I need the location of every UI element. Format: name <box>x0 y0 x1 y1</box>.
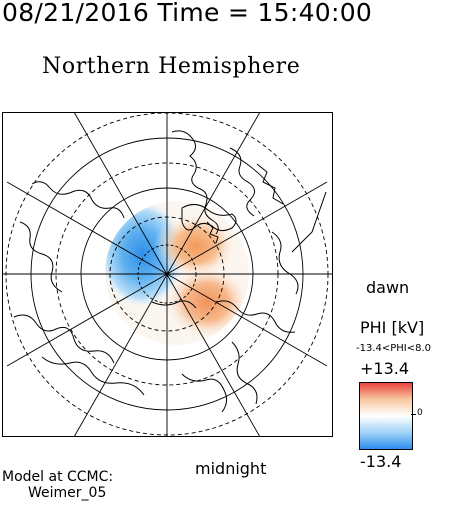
colorbar-zero-label: 0 <box>417 408 423 418</box>
colorbar-svg <box>359 382 413 450</box>
coastlines <box>13 130 327 413</box>
polar-map-svg <box>2 112 333 437</box>
model-name-label: Weimer_05 <box>28 485 107 501</box>
colorbar <box>359 382 413 450</box>
model-source-label: Model at CCMC: <box>2 469 114 485</box>
colorbar-zero-tick <box>411 414 416 415</box>
hemisphere-title: Northern Hemisphere <box>42 54 301 79</box>
polar-map <box>2 112 333 437</box>
colorbar-max-label: +13.4 <box>360 359 410 378</box>
timestamp-header: 08/21/2016 Time = 15:40:00 <box>2 0 373 27</box>
dawn-label: dawn <box>366 278 410 297</box>
colorbar-min-label: -13.4 <box>360 452 402 471</box>
positive-potential-cell-lower <box>163 264 249 340</box>
colorbar-range-text: -13.4<PHI<8.0 <box>356 343 432 354</box>
potential-pattern <box>105 201 249 345</box>
colorbar-title: PHI [kV] <box>360 318 425 337</box>
map-frame <box>2 112 333 437</box>
colorbar-gradient <box>359 382 413 450</box>
midnight-label: midnight <box>195 459 267 478</box>
